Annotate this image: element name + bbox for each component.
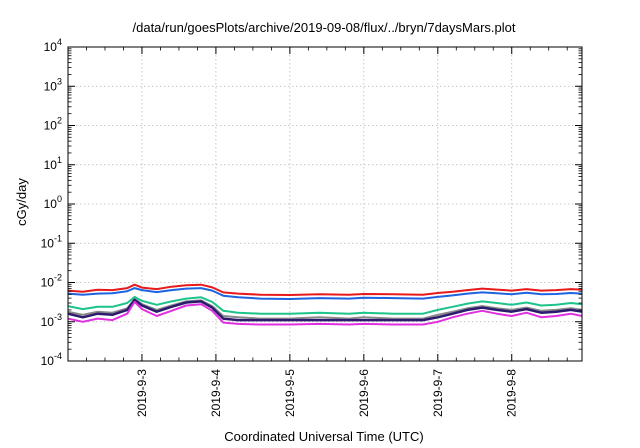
- y-tick-exponent: -3: [54, 312, 62, 322]
- ticks: [68, 46, 582, 362]
- series-group: [67, 283, 583, 326]
- x-tick-label: 2019-9-8: [505, 369, 519, 417]
- y-tick-label: 10-3: [41, 312, 62, 329]
- y-tick-label: 101: [44, 155, 62, 172]
- x-tick-labels: 2019-9-3 2019-9-4 2019-9-5 2019-9-6 2019-9-7…: [135, 369, 519, 417]
- y-tick-exponent: -2: [54, 273, 62, 283]
- x-tick-label: 2019-9-3: [135, 369, 149, 417]
- y-tick-label: 104: [44, 37, 62, 54]
- y-tick-base: 10: [41, 236, 55, 250]
- series-line-5: [67, 298, 583, 322]
- y-tick-label: 10-2: [41, 273, 62, 290]
- x-tick-label: 2019-9-6: [357, 369, 371, 417]
- x-tick-label: 2019-9-7: [431, 369, 445, 417]
- series-line-6: [67, 300, 583, 326]
- series-line-2: [67, 287, 583, 300]
- y-tick-exponent: 1: [57, 155, 62, 165]
- y-tick-base: 10: [44, 40, 58, 54]
- y-tick-base: 10: [44, 119, 58, 133]
- y-tick-exponent: 0: [57, 194, 62, 204]
- x-axis-label: Coordinated Universal Time (UTC): [224, 429, 423, 444]
- x-tick-label: 2019-9-5: [283, 369, 297, 417]
- y-tick-base: 10: [44, 158, 58, 172]
- chart-title: /data/run/goesPlots/archive/2019-09-08/f…: [133, 20, 516, 35]
- y-tick-base: 10: [41, 276, 55, 290]
- y-tick-base: 10: [44, 197, 58, 211]
- y-tick-base: 10: [41, 315, 55, 329]
- y-tick-exponent: 2: [57, 116, 62, 126]
- y-tick-exponent: -1: [54, 233, 62, 243]
- y-tick-label: 10-4: [41, 351, 62, 368]
- y-tick-exponent: 3: [57, 76, 62, 86]
- y-tick-label: 100: [44, 194, 62, 211]
- y-tick-label: 102: [44, 116, 62, 133]
- y-tick-label: 103: [44, 76, 62, 93]
- y-tick-exponent: -4: [54, 351, 62, 361]
- y-tick-exponent: 4: [57, 37, 62, 47]
- series-line-3: [67, 295, 583, 315]
- x-tick-label: 2019-9-4: [209, 369, 223, 417]
- y-tick-label: 10-1: [41, 233, 62, 250]
- y-axis-label: cGy/day: [14, 178, 29, 226]
- series-line-1: [67, 283, 583, 296]
- y-tick-base: 10: [44, 79, 58, 93]
- y-tick-base: 10: [41, 354, 55, 368]
- grid: [68, 47, 582, 361]
